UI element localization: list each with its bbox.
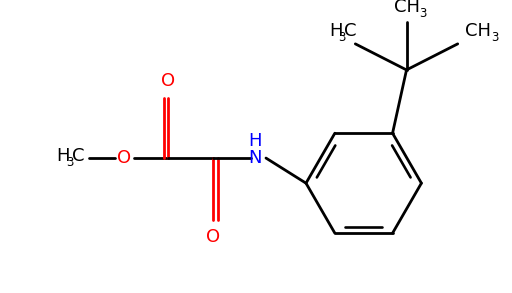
Text: O: O — [117, 149, 132, 167]
Text: O: O — [161, 72, 175, 90]
Text: N: N — [248, 149, 262, 167]
Text: H: H — [57, 147, 70, 165]
Text: H: H — [248, 132, 262, 150]
Text: C: C — [344, 22, 357, 40]
Text: 3: 3 — [338, 31, 346, 44]
Text: H: H — [329, 22, 343, 40]
Text: O: O — [206, 228, 220, 246]
Text: 3: 3 — [66, 156, 73, 169]
Text: 3: 3 — [491, 31, 499, 44]
Text: 3: 3 — [419, 7, 427, 20]
Text: C: C — [72, 147, 85, 165]
Text: CH: CH — [394, 0, 419, 16]
Text: CH: CH — [465, 22, 491, 40]
